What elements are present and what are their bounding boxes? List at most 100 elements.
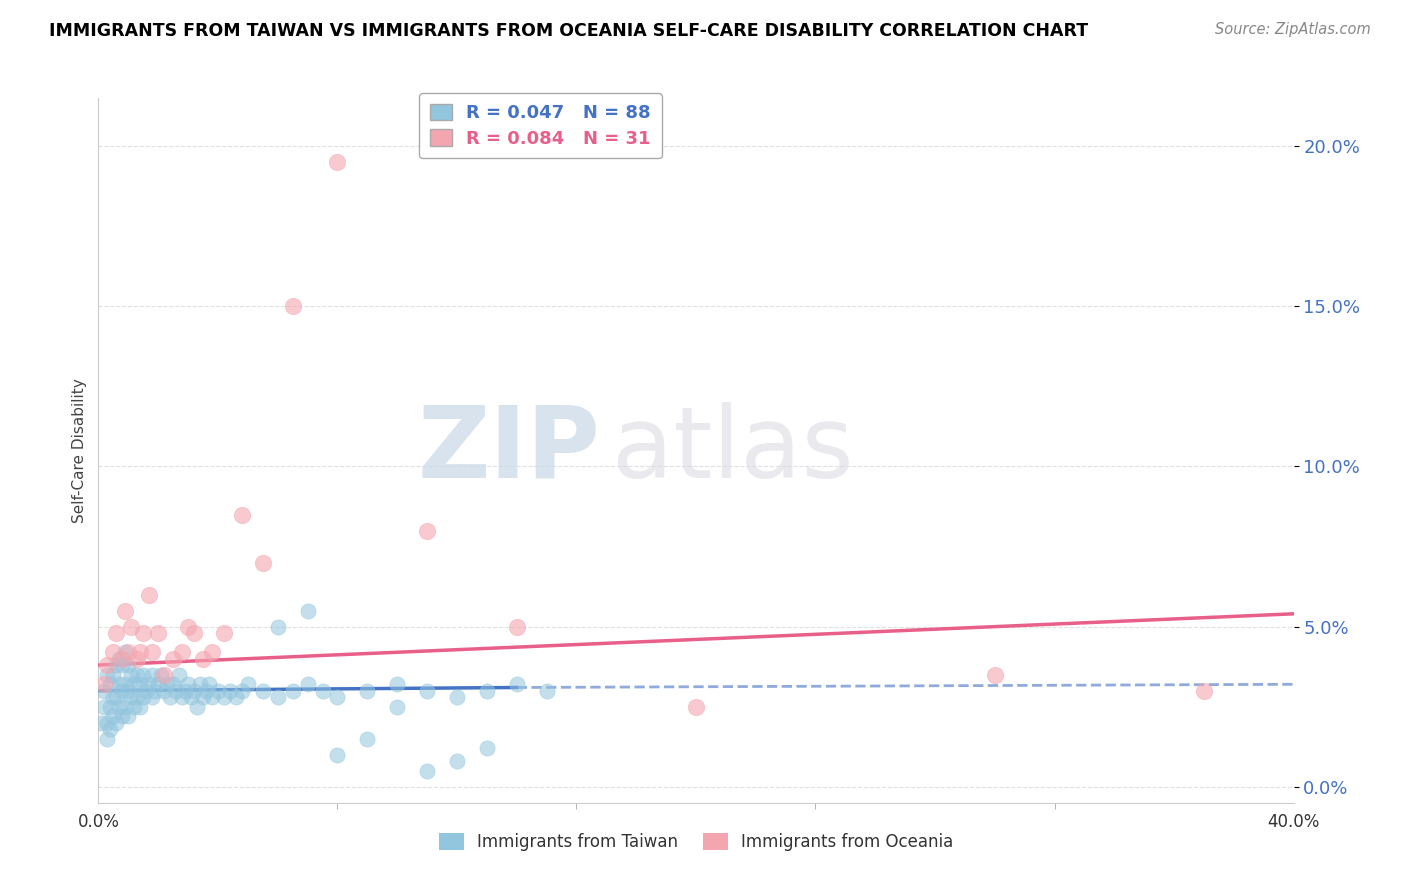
Point bbox=[159, 690, 181, 705]
Point bbox=[356, 683, 378, 698]
Point bbox=[297, 677, 319, 691]
Point bbox=[103, 709, 125, 723]
Point bbox=[281, 683, 304, 698]
Point bbox=[212, 690, 235, 705]
Point bbox=[219, 683, 242, 698]
Point bbox=[267, 690, 290, 705]
Point bbox=[141, 667, 163, 681]
Point bbox=[281, 299, 304, 313]
Point bbox=[105, 626, 128, 640]
Point bbox=[129, 699, 152, 714]
Point bbox=[231, 683, 253, 698]
Point bbox=[108, 677, 131, 691]
Point bbox=[183, 626, 205, 640]
Point bbox=[198, 677, 221, 691]
Point bbox=[138, 588, 160, 602]
Point bbox=[108, 651, 131, 665]
Point bbox=[114, 699, 136, 714]
Point bbox=[180, 690, 202, 705]
Point bbox=[177, 677, 200, 691]
Point bbox=[96, 731, 118, 746]
Point bbox=[120, 619, 142, 633]
Point bbox=[201, 645, 224, 659]
Point bbox=[117, 709, 139, 723]
Point bbox=[506, 677, 529, 691]
Point bbox=[141, 690, 163, 705]
Point bbox=[117, 645, 139, 659]
Point bbox=[105, 715, 128, 730]
Text: ZIP: ZIP bbox=[418, 402, 600, 499]
Point bbox=[124, 677, 146, 691]
Point bbox=[475, 683, 498, 698]
Point bbox=[96, 715, 118, 730]
Point bbox=[506, 619, 529, 633]
Point bbox=[150, 667, 173, 681]
Point bbox=[188, 677, 211, 691]
Point bbox=[127, 651, 149, 665]
Point bbox=[201, 690, 224, 705]
Point bbox=[311, 683, 333, 698]
Point bbox=[132, 626, 155, 640]
Point bbox=[416, 683, 439, 698]
Point bbox=[93, 683, 115, 698]
Point bbox=[135, 683, 157, 698]
Point bbox=[111, 709, 134, 723]
Point bbox=[297, 604, 319, 618]
Point bbox=[191, 690, 214, 705]
Point bbox=[162, 677, 184, 691]
Text: Source: ZipAtlas.com: Source: ZipAtlas.com bbox=[1215, 22, 1371, 37]
Point bbox=[252, 556, 274, 570]
Point bbox=[117, 683, 139, 698]
Point bbox=[252, 683, 274, 698]
Point bbox=[96, 658, 118, 673]
Point bbox=[267, 619, 290, 633]
Point bbox=[177, 619, 200, 633]
Point bbox=[98, 722, 122, 736]
Point bbox=[165, 683, 187, 698]
Point bbox=[93, 677, 115, 691]
Point bbox=[108, 699, 131, 714]
Point bbox=[127, 690, 149, 705]
Point bbox=[93, 699, 115, 714]
Point bbox=[446, 754, 468, 768]
Point bbox=[90, 715, 112, 730]
Text: IMMIGRANTS FROM TAIWAN VS IMMIGRANTS FROM OCEANIA SELF-CARE DISABILITY CORRELATI: IMMIGRANTS FROM TAIWAN VS IMMIGRANTS FRO… bbox=[49, 22, 1088, 40]
Point bbox=[153, 683, 176, 698]
Point bbox=[141, 645, 163, 659]
Point bbox=[148, 677, 170, 691]
Point bbox=[120, 667, 142, 681]
Point bbox=[167, 667, 190, 681]
Point bbox=[127, 667, 149, 681]
Point bbox=[326, 690, 349, 705]
Point bbox=[195, 683, 218, 698]
Point bbox=[236, 677, 259, 691]
Point bbox=[124, 699, 146, 714]
Point bbox=[231, 508, 253, 522]
Point bbox=[103, 690, 125, 705]
Point bbox=[212, 626, 235, 640]
Point bbox=[103, 667, 125, 681]
Point bbox=[103, 645, 125, 659]
Point bbox=[326, 155, 349, 169]
Point bbox=[129, 645, 152, 659]
Point bbox=[172, 690, 194, 705]
Point bbox=[416, 524, 439, 538]
Point bbox=[536, 683, 558, 698]
Point bbox=[96, 667, 118, 681]
Point bbox=[105, 690, 128, 705]
Point bbox=[114, 604, 136, 618]
Point bbox=[172, 645, 194, 659]
Point bbox=[148, 626, 170, 640]
Point bbox=[156, 677, 179, 691]
Point bbox=[356, 731, 378, 746]
Point bbox=[138, 677, 160, 691]
Point bbox=[186, 699, 208, 714]
Point bbox=[98, 699, 122, 714]
Point bbox=[114, 677, 136, 691]
Point bbox=[120, 690, 142, 705]
Text: atlas: atlas bbox=[613, 402, 853, 499]
Point bbox=[143, 683, 166, 698]
Point bbox=[129, 677, 152, 691]
Point bbox=[385, 677, 409, 691]
Point bbox=[174, 683, 197, 698]
